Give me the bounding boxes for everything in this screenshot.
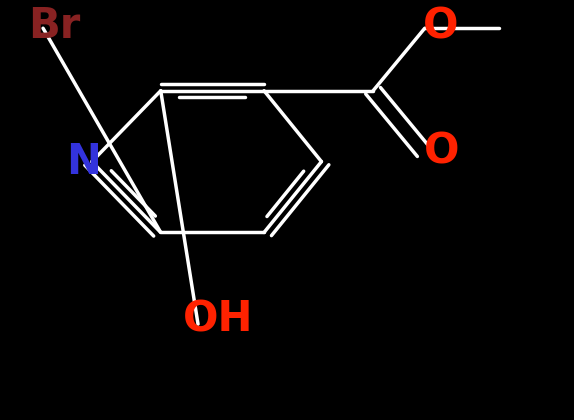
Text: OH: OH	[183, 299, 253, 341]
Text: N: N	[66, 141, 100, 183]
Text: O: O	[424, 130, 460, 172]
Text: O: O	[423, 5, 459, 47]
Text: Br: Br	[28, 5, 81, 47]
